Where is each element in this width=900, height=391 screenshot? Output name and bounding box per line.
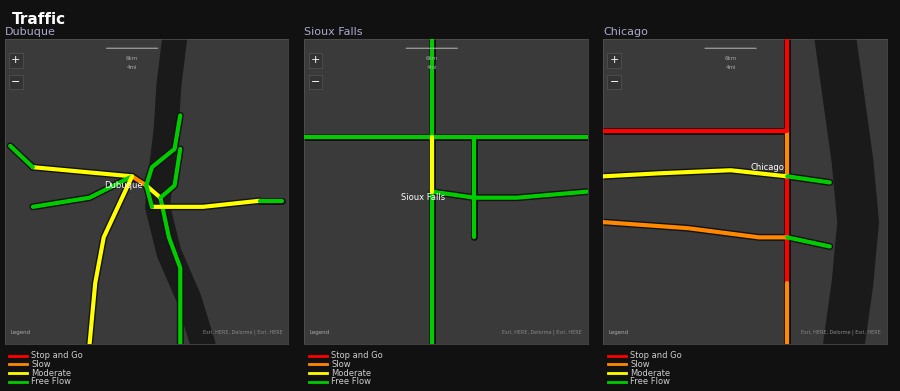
Text: 4mi: 4mi <box>427 65 437 70</box>
Text: −: − <box>609 77 619 87</box>
Text: Moderate: Moderate <box>331 368 372 378</box>
Text: Esri, HERE, Delorme | Esri, HERE: Esri, HERE, Delorme | Esri, HERE <box>202 330 283 335</box>
Text: Sioux Falls: Sioux Falls <box>304 27 363 37</box>
Text: Stop and Go: Stop and Go <box>630 351 682 361</box>
Text: +: + <box>609 56 619 65</box>
Text: Free Flow: Free Flow <box>630 377 670 386</box>
Text: 6km: 6km <box>126 56 139 61</box>
Text: Sioux Falls: Sioux Falls <box>401 193 446 202</box>
Text: Stop and Go: Stop and Go <box>32 351 83 361</box>
Text: Esri, HERE, Delorme | Esri, HERE: Esri, HERE, Delorme | Esri, HERE <box>801 330 881 335</box>
Text: Legend: Legend <box>310 330 330 335</box>
Text: −: − <box>310 77 320 87</box>
Text: Stop and Go: Stop and Go <box>331 351 383 361</box>
Text: Moderate: Moderate <box>630 368 670 378</box>
Text: Esri, HERE, Delorme | Esri, HERE: Esri, HERE, Delorme | Esri, HERE <box>502 330 582 335</box>
Text: Slow: Slow <box>331 360 351 369</box>
Text: Traffic: Traffic <box>12 12 66 27</box>
Text: Slow: Slow <box>630 360 650 369</box>
Text: 4mi: 4mi <box>725 65 736 70</box>
Text: Chicago: Chicago <box>603 27 648 37</box>
Text: 4mi: 4mi <box>127 65 138 70</box>
Text: Slow: Slow <box>32 360 51 369</box>
Text: −: − <box>11 77 21 87</box>
Text: Dubuque: Dubuque <box>4 27 56 37</box>
Text: Moderate: Moderate <box>32 368 72 378</box>
Text: 6km: 6km <box>724 56 737 61</box>
Text: Free Flow: Free Flow <box>331 377 371 386</box>
Text: 6km: 6km <box>426 56 438 61</box>
Text: Free Flow: Free Flow <box>32 377 71 386</box>
Text: Legend: Legend <box>10 330 31 335</box>
Text: Legend: Legend <box>608 330 629 335</box>
Text: +: + <box>310 56 320 65</box>
Text: Chicago: Chicago <box>751 163 785 172</box>
Text: Dubuque: Dubuque <box>104 181 143 190</box>
Text: +: + <box>11 56 21 65</box>
